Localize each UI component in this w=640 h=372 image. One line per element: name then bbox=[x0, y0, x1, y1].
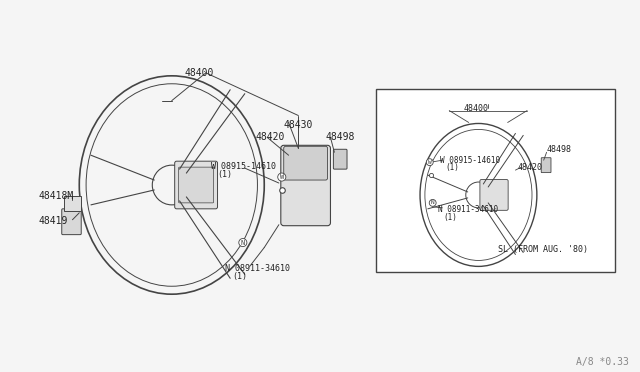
Text: N: N bbox=[431, 201, 435, 205]
Text: SL (FROM AUG. '80): SL (FROM AUG. '80) bbox=[498, 244, 588, 254]
FancyBboxPatch shape bbox=[541, 158, 551, 173]
Text: 48420: 48420 bbox=[255, 132, 285, 142]
Text: N 08911-34610: N 08911-34610 bbox=[225, 264, 291, 273]
Text: A/8 *0.33: A/8 *0.33 bbox=[576, 357, 628, 367]
FancyBboxPatch shape bbox=[284, 146, 328, 180]
FancyBboxPatch shape bbox=[61, 209, 81, 235]
Text: W: W bbox=[280, 174, 284, 180]
Text: W 08915-14610: W 08915-14610 bbox=[440, 156, 500, 165]
Bar bbox=[376, 89, 615, 272]
Text: (1): (1) bbox=[218, 170, 232, 179]
FancyBboxPatch shape bbox=[281, 145, 330, 226]
Text: (1): (1) bbox=[445, 163, 460, 172]
Text: N: N bbox=[241, 240, 245, 246]
FancyBboxPatch shape bbox=[333, 149, 347, 169]
Text: 48400: 48400 bbox=[464, 104, 489, 113]
Text: W: W bbox=[428, 160, 431, 165]
FancyBboxPatch shape bbox=[175, 161, 218, 209]
Text: 48498: 48498 bbox=[547, 145, 572, 154]
Text: 48420: 48420 bbox=[517, 163, 542, 172]
Text: 48430: 48430 bbox=[284, 119, 313, 129]
Text: 48498: 48498 bbox=[326, 132, 355, 142]
Text: W 08915-14610: W 08915-14610 bbox=[211, 162, 276, 171]
FancyBboxPatch shape bbox=[480, 180, 508, 210]
Text: 48400: 48400 bbox=[184, 68, 214, 78]
Text: 48419: 48419 bbox=[38, 216, 68, 226]
FancyBboxPatch shape bbox=[179, 167, 214, 203]
Text: (1): (1) bbox=[444, 213, 457, 222]
FancyBboxPatch shape bbox=[64, 196, 81, 211]
Text: 48418M: 48418M bbox=[38, 191, 74, 201]
Text: (1): (1) bbox=[232, 272, 247, 281]
Text: N 08911-34610: N 08911-34610 bbox=[438, 205, 498, 214]
